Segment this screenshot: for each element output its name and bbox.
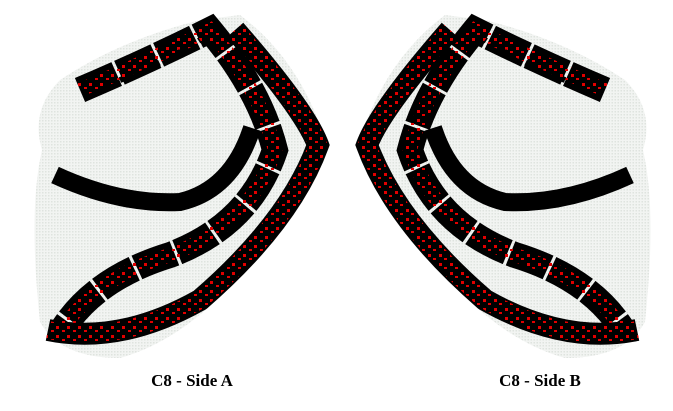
slice-side-b bbox=[360, 15, 651, 358]
slice-side-a bbox=[34, 15, 325, 358]
panel-label: C8 - Side B bbox=[499, 371, 581, 390]
figure: C8 - Side A C8 - Side B bbox=[0, 0, 673, 411]
panel-label: C8 - Side A bbox=[151, 371, 233, 390]
